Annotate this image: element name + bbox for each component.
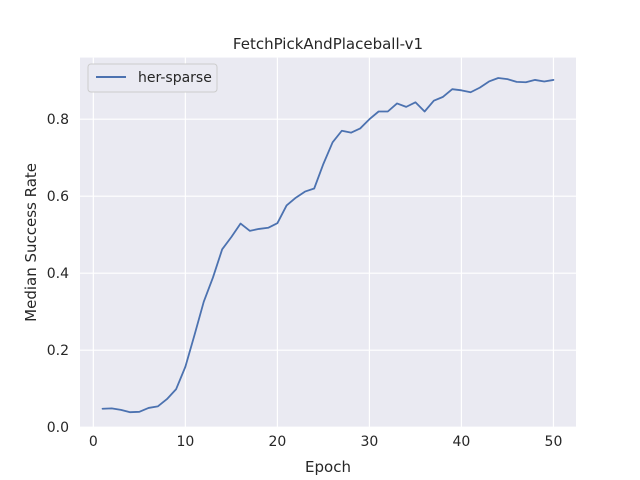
y-tick-label: 0.0	[47, 420, 69, 436]
x-tick-label: 0	[89, 434, 98, 450]
x-tick-label: 40	[453, 434, 471, 450]
legend: her-sparse	[87, 63, 218, 93]
y-tick-label: 0.2	[47, 343, 69, 359]
plot-area	[80, 57, 576, 428]
y-tick-label: 0.6	[47, 189, 69, 205]
y-tick-label: 0.8	[47, 112, 69, 128]
x-tick-label: 20	[268, 434, 286, 450]
grid-lines	[80, 57, 576, 428]
series-layer	[101, 77, 555, 414]
y-tick-label: 0.4	[47, 266, 69, 282]
tick-labels: 0 10 20 30 40 50 0.0 0.2 0.4 0.6 0.8	[47, 112, 563, 450]
series-line-her-sparse	[101, 77, 555, 414]
y-axis-label: Median Success Rate	[22, 163, 40, 322]
x-tick-label: 10	[176, 434, 194, 450]
x-axis-label: Epoch	[305, 458, 351, 476]
legend-label: her-sparse	[138, 70, 212, 86]
x-tick-label: 30	[360, 434, 378, 450]
legend-box	[87, 63, 218, 93]
x-tick-label: 50	[545, 434, 563, 450]
chart-title: FetchPickAndPlaceball-v1	[233, 35, 423, 53]
